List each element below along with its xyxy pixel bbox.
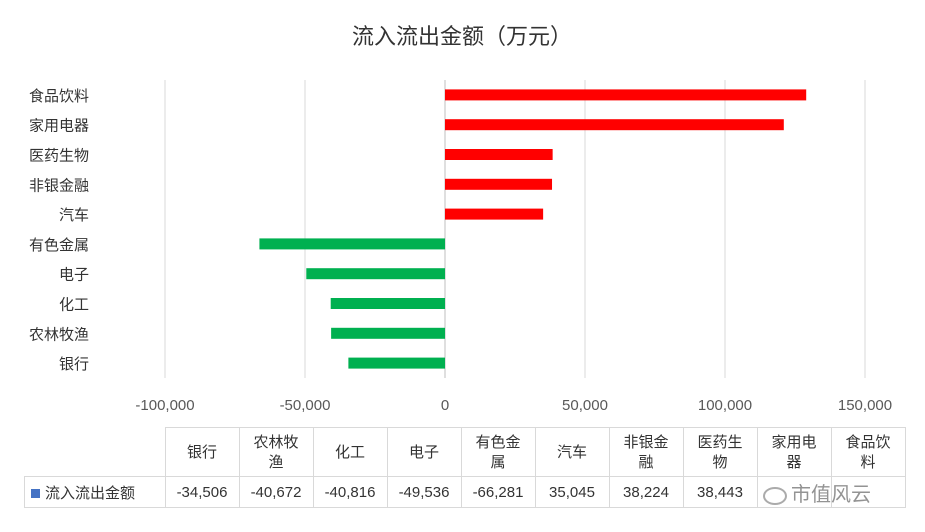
bar [348,357,445,369]
data-table-header: 医药生物 [682,427,758,477]
bar [306,268,445,280]
data-table-header-line: 物 [712,453,728,471]
data-table-header-line: 料 [860,453,876,471]
data-table-header: 家用电器 [756,427,832,477]
data-table-value: 38,224 [608,476,684,508]
data-table-header-line: 融 [638,453,654,471]
data-table-value [830,476,906,508]
data-table-header: 农林牧渔 [238,427,314,477]
x-tick-labels: -100,000 -50,000 0 50,000 100,000 150,000 [135,397,892,414]
x-tick-label: -50,000 [280,397,331,414]
data-table-header-line: 有色金 [475,433,521,451]
legend-swatch [31,489,40,499]
data-table-header: 非银金融 [608,427,684,477]
watermark-logo: 市值风云 [763,478,871,507]
bar [331,327,445,339]
data-table-header: 银行 [164,427,240,477]
category-label: 银行 [59,355,89,373]
x-tick-label: 100,000 [698,397,752,414]
x-tick-label: 0 [441,397,449,414]
bar [445,178,553,190]
data-table-value: 35,045 [534,476,610,508]
data-table-header-line: 医药生 [697,433,743,451]
data-table-header-line: 农林牧 [253,433,299,451]
bar [445,89,807,101]
data-table-header-line: 渔 [268,453,284,471]
x-tick-label: -100,000 [135,397,194,414]
data-table-value: -40,672 [238,476,314,508]
category-label: 化工 [59,296,89,314]
category-label: 家用电器 [29,117,89,135]
watermark-text: 市值风云 [791,482,871,506]
category-label: 食品饮料 [29,87,89,105]
data-table-value: -49,536 [386,476,462,508]
data-table-value: -34,506 [164,476,240,508]
data-table-header: 化工 [312,427,388,477]
bar [259,238,445,250]
bar [445,208,544,220]
data-table-value: -66,281 [460,476,536,508]
data-table-value: 38,443 [682,476,758,508]
x-tick-label: 50,000 [562,397,608,414]
category-label: 有色金属 [29,236,89,254]
data-table-header: 食品饮料 [830,427,906,477]
category-label: 电子 [59,266,89,284]
bars [259,89,807,369]
data-table-header-line: 器 [786,453,802,471]
data-table-value-row: 流入流出金额 -34,506 -40,672 -40,816 -49,536 -66,2… [24,476,906,508]
chart-title: 流入流出金额（万元） [352,25,572,50]
data-table: 银行 农林牧渔化工 电子 有色金属汽车 非银金融医药生物家用电器食品饮料 流入流出金额 … [24,427,906,508]
data-table-header-line: 食品饮 [845,433,891,451]
category-label: 汽车 [59,206,89,224]
wechat-icon [763,486,787,505]
data-table-header-line: 家用电 [771,433,817,451]
data-table-header-line: 非银金 [623,433,669,451]
x-tick-label: 150,000 [838,397,892,414]
legend-label: 流入流出金额 [45,484,136,502]
bar [445,149,553,160]
bar [330,298,445,309]
data-table-header: 汽车 [534,427,610,477]
category-label: 非银金融 [29,176,89,194]
data-table-value: -40,816 [312,476,388,508]
data-table-legend-cell: 流入流出金额 [24,476,166,508]
data-table-corner [24,427,166,477]
category-label: 农林牧渔 [29,325,89,343]
data-table-header: 有色金属 [460,427,536,477]
category-label: 医药生物 [29,147,89,165]
data-table-header-row: 银行 农林牧渔化工 电子 有色金属汽车 非银金融医药生物家用电器食品饮料 [24,427,906,477]
data-table-header: 电子 [386,427,462,477]
data-table-header-line: 属 [490,453,506,471]
bar [445,119,784,131]
